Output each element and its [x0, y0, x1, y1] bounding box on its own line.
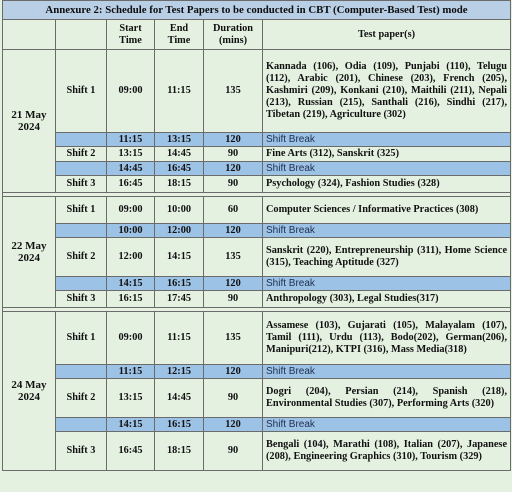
test-papers: Assamese (103), Gujarati (105), Malayala…	[261, 311, 512, 365]
table-row: Shift 2 13:15 14:45 90 Fine Arts (312), …	[3, 146, 512, 162]
start-time: 13:15	[106, 146, 155, 162]
schedule-table: Annexure 2: Schedule for Test Papers to …	[1, 0, 512, 471]
break-label: Shift Break	[261, 364, 512, 379]
header-end-time: End Time	[154, 19, 204, 50]
start-time: 16:45	[106, 431, 155, 471]
header-start-time: Start Time	[106, 19, 155, 50]
test-papers: Kannada (106), Odia (109), Punjabi (110)…	[261, 49, 512, 133]
break-start: 11:15	[106, 132, 155, 147]
start-time: 09:00	[106, 196, 155, 224]
break-row: 10:00 12:00 120 Shift Break	[3, 223, 512, 238]
break-start: 11:15	[106, 364, 155, 379]
table-row: 24 May 2024 Shift 1 09:00 11:15 135 Assa…	[2, 311, 512, 471]
duration: 135	[203, 49, 263, 133]
start-time: 09:00	[106, 49, 155, 133]
test-papers: Bengali (104), Marathi (108), Italian (2…	[261, 431, 512, 471]
start-time: 12:00	[106, 237, 155, 277]
break-row: 14:15 16:15 120 Shift Break	[3, 276, 512, 291]
break-start: 14:15	[106, 417, 155, 432]
table-row: 22 May 2024 Shift 1 09:00 10:00 60 Compu…	[2, 196, 512, 308]
end-time: 14:45	[154, 378, 204, 418]
test-papers: Dogri (204), Persian (214), Spanish (218…	[261, 378, 512, 418]
break-duration: 120	[203, 364, 263, 379]
header-test-papers: Test paper(s)	[261, 19, 512, 50]
table-row: Shift 2 12:00 14:15 135 Sanskrit (220), …	[3, 237, 512, 277]
table-row: Shift 3 16:45 18:15 90 Psychology (324),…	[3, 175, 512, 193]
duration: 90	[203, 175, 263, 193]
duration: 135	[203, 311, 263, 365]
header-date	[2, 19, 56, 50]
shift-name: Shift 3	[55, 431, 107, 471]
break-row: 11:15 13:15 120 Shift Break	[3, 132, 512, 147]
end-time: 18:15	[154, 175, 204, 193]
duration: 90	[203, 378, 263, 418]
break-end: 13:15	[154, 132, 204, 147]
test-papers: Computer Sciences / Informative Practice…	[261, 196, 512, 224]
duration: 60	[203, 196, 263, 224]
test-papers: Fine Arts (312), Sanskrit (325)	[261, 146, 512, 162]
header-duration: Duration (mins)	[203, 19, 263, 50]
shift-name: Shift 1	[55, 311, 107, 365]
table-row: Shift 3 16:45 18:15 90 Bengali (104), Ma…	[3, 431, 512, 471]
break-label: Shift Break	[261, 276, 512, 291]
shift-name: Shift 3	[55, 290, 107, 308]
shift-name: Shift 2	[55, 146, 107, 162]
break-duration: 120	[203, 276, 263, 291]
end-time: 17:45	[154, 290, 204, 308]
day-date: 24 May 2024	[2, 311, 56, 471]
duration: 135	[203, 237, 263, 277]
shift-name: Shift 2	[55, 378, 107, 418]
break-end: 16:45	[154, 161, 204, 176]
shift-name: Shift 3	[55, 175, 107, 193]
end-time: 11:15	[154, 311, 204, 365]
test-papers: Sanskrit (220), Entrepreneurship (311), …	[261, 237, 512, 277]
end-time: 14:15	[154, 237, 204, 277]
duration: 90	[203, 431, 263, 471]
day-date: 22 May 2024	[2, 196, 56, 308]
break-row: 14:15 16:15 120 Shift Break	[3, 417, 512, 432]
break-label: Shift Break	[261, 132, 512, 147]
break-end: 12:15	[154, 364, 204, 379]
end-time: 14:45	[154, 146, 204, 162]
break-end: 16:15	[154, 276, 204, 291]
break-label: Shift Break	[261, 223, 512, 238]
shift-name: Shift 2	[55, 237, 107, 277]
day-date: 21 May 2024	[2, 49, 56, 193]
break-row: 14:45 16:45 120 Shift Break	[3, 161, 512, 176]
start-time: 16:45	[106, 175, 155, 193]
end-time: 18:15	[154, 431, 204, 471]
title-row: Annexure 2: Schedule for Test Papers to …	[1, 0, 512, 20]
break-label: Shift Break	[261, 161, 512, 176]
table-row: Shift 3 16:15 17:45 90 Anthropology (303…	[3, 290, 512, 308]
shift-name: Shift 1	[55, 196, 107, 224]
duration: 90	[203, 290, 263, 308]
break-duration: 120	[203, 132, 263, 147]
break-start: 10:00	[106, 223, 155, 238]
break-start: 14:45	[106, 161, 155, 176]
test-papers: Psychology (324), Fashion Studies (328)	[261, 175, 512, 193]
break-start: 14:15	[106, 276, 155, 291]
break-row: 11:15 12:15 120 Shift Break	[3, 364, 512, 379]
header-row: Start Time End Time Duration (mins) Test…	[2, 19, 512, 50]
break-duration: 120	[203, 417, 263, 432]
break-duration: 120	[203, 161, 263, 176]
shift-name: Shift 1	[55, 49, 107, 133]
break-duration: 120	[203, 223, 263, 238]
break-label: Shift Break	[261, 417, 512, 432]
start-time: 13:15	[106, 378, 155, 418]
duration: 90	[203, 146, 263, 162]
table-row: 21 May 2024 Shift 1 09:00 11:15 135 Kann…	[2, 49, 512, 193]
annexure-title: Annexure 2: Schedule for Test Papers to …	[1, 0, 512, 20]
break-end: 16:15	[154, 417, 204, 432]
end-time: 11:15	[154, 49, 204, 133]
break-end: 12:00	[154, 223, 204, 238]
start-time: 09:00	[106, 311, 155, 365]
end-time: 10:00	[154, 196, 204, 224]
test-papers: Anthropology (303), Legal Studies(317)	[261, 290, 512, 308]
start-time: 16:15	[106, 290, 155, 308]
header-shift	[55, 19, 107, 50]
table-row: Shift 2 13:15 14:45 90 Dogri (204), Pers…	[3, 378, 512, 418]
